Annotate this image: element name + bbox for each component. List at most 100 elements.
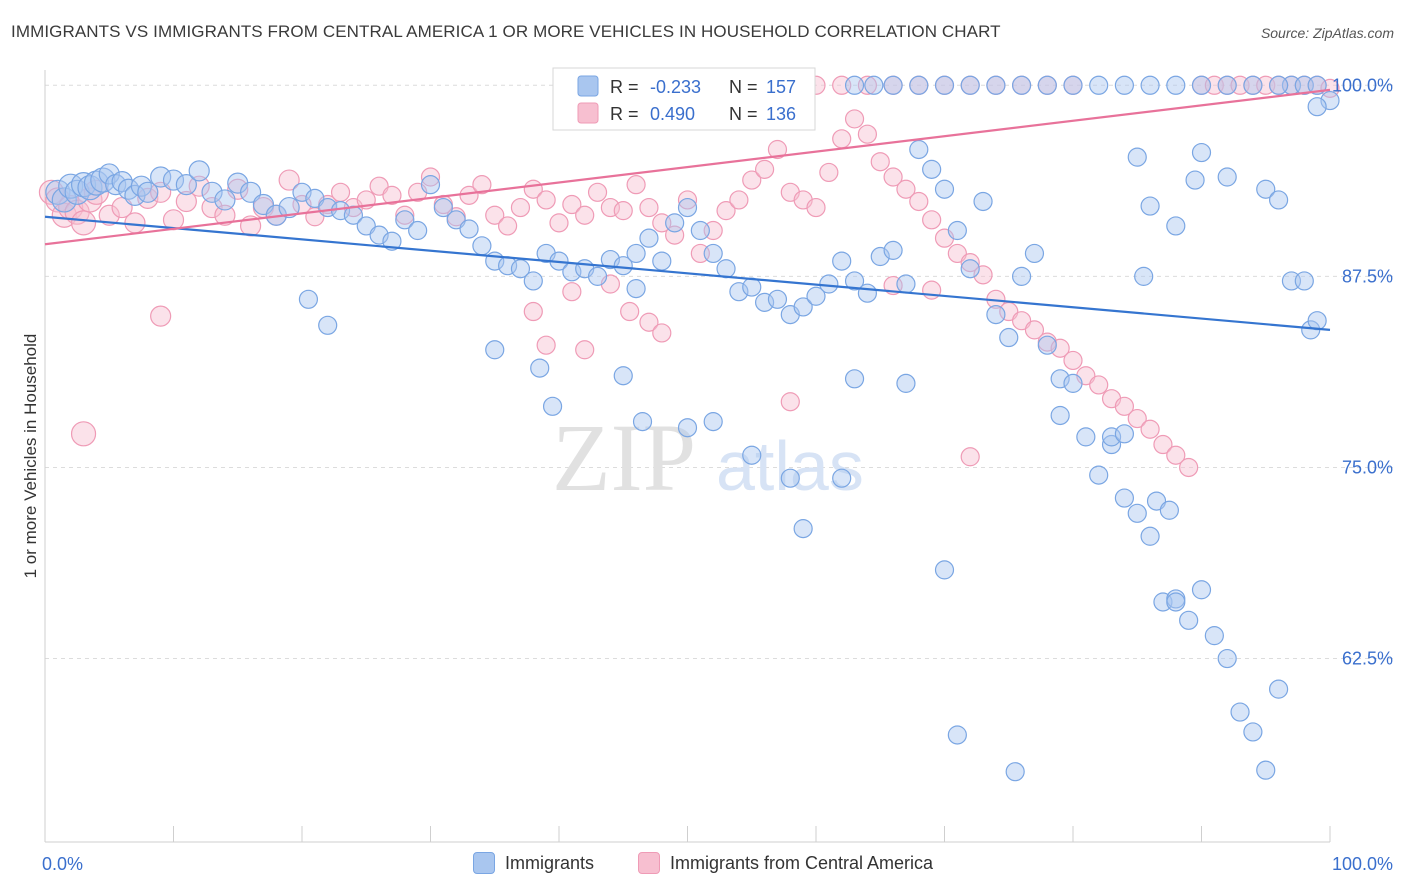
point-central-america-109 — [575, 340, 595, 360]
point-immigrants-60 — [729, 282, 749, 302]
point-central-america-107 — [536, 335, 556, 355]
point-immigrants-120 — [832, 468, 852, 488]
point-central-america-10 — [124, 212, 146, 234]
legend-n-label-2: N = — [729, 104, 758, 124]
point-immigrants-131 — [1166, 216, 1186, 236]
point-immigrants-129 — [1127, 147, 1147, 167]
point-immigrants-148 — [909, 75, 929, 95]
point-central-america-106 — [523, 301, 543, 322]
point-immigrants-159 — [1191, 75, 1212, 95]
point-immigrants-140 — [1307, 311, 1327, 331]
point-central-america-39 — [498, 216, 518, 236]
point-immigrants-16 — [162, 169, 185, 191]
point-immigrants-162 — [1268, 75, 1289, 95]
point-immigrants-39 — [459, 219, 479, 239]
point-immigrants-91 — [1127, 503, 1147, 523]
legend-n-value-2: 136 — [766, 104, 796, 124]
point-immigrants-37 — [433, 197, 453, 218]
point-immigrants-65 — [793, 297, 813, 317]
point-immigrants-118 — [780, 468, 800, 488]
point-central-america-16 — [201, 196, 223, 219]
point-immigrants-150 — [960, 75, 980, 95]
y-tick-labels: 100.0% 87.5% 75.0% 62.5% — [1332, 75, 1393, 668]
point-immigrants-102 — [1268, 679, 1289, 699]
point-immigrants-153 — [1037, 75, 1057, 95]
point-central-america-104 — [70, 421, 97, 447]
point-central-america-46 — [587, 182, 608, 202]
point-immigrants-149 — [934, 75, 955, 95]
point-central-america-71 — [909, 191, 929, 212]
point-immigrants-15 — [150, 166, 172, 188]
point-immigrants-75 — [922, 159, 942, 179]
point-immigrants-144 — [1166, 592, 1186, 612]
point-central-america-112 — [639, 312, 659, 332]
point-central-america-80 — [1024, 320, 1045, 340]
point-immigrants-98 — [1217, 648, 1237, 669]
point-immigrants-135 — [1256, 179, 1276, 199]
point-immigrants-123 — [934, 560, 955, 580]
point-immigrants-72 — [883, 240, 903, 260]
point-immigrants-124 — [947, 725, 967, 745]
y-tick-label-3: 62.5% — [1342, 649, 1393, 669]
point-immigrants-109 — [485, 340, 505, 360]
point-central-america-75 — [960, 253, 980, 273]
point-central-america-90 — [1153, 434, 1173, 455]
point-central-america-72 — [922, 210, 942, 230]
trend-line-immigrants — [44, 215, 1331, 331]
legend-item-central-america[interactable]: Immigrants from Central America — [638, 852, 933, 874]
point-central-america-67 — [857, 124, 878, 144]
x-tick-label-max: 100.0% — [1332, 854, 1393, 874]
point-immigrants-134 — [1217, 167, 1237, 187]
point-central-america-38 — [485, 205, 505, 225]
point-immigrants-116 — [703, 412, 723, 432]
point-immigrants-110 — [530, 358, 550, 378]
point-immigrants-67 — [819, 274, 839, 294]
point-central-america-63 — [806, 197, 826, 218]
point-immigrants-145 — [844, 75, 865, 95]
point-immigrants-44 — [523, 271, 543, 291]
point-immigrants-117 — [742, 445, 762, 465]
point-central-america-66 — [844, 109, 865, 129]
point-immigrants-130 — [1140, 196, 1160, 216]
point-immigrants-74 — [909, 139, 929, 160]
point-central-america-31 — [395, 205, 415, 225]
point-central-america-85 — [1089, 375, 1109, 395]
point-immigrants-52 — [626, 243, 646, 264]
point-immigrants-69 — [844, 271, 865, 291]
legend-item-immigrants[interactable]: Immigrants — [473, 852, 594, 874]
point-immigrants-128 — [1114, 424, 1135, 444]
point-central-america-8 — [98, 204, 120, 226]
point-immigrants-115 — [677, 418, 698, 438]
point-central-america-92 — [1179, 457, 1199, 478]
axis-layer — [44, 70, 1331, 843]
point-immigrants-79 — [973, 191, 993, 212]
point-immigrants-158 — [1166, 75, 1186, 95]
point-immigrants-35 — [408, 220, 428, 241]
point-immigrants-76 — [934, 179, 955, 199]
point-immigrants-154 — [1063, 75, 1083, 95]
point-immigrants-49 — [587, 266, 608, 286]
point-immigrants-22 — [240, 181, 262, 203]
point-immigrants-8 — [98, 163, 120, 185]
point-immigrants-59 — [716, 259, 736, 279]
point-immigrants-4 — [70, 172, 97, 198]
point-immigrants-90 — [1114, 488, 1135, 508]
point-immigrants-143 — [1159, 500, 1179, 520]
point-immigrants-157 — [1140, 75, 1160, 95]
legend-swatch-immigrants — [577, 75, 599, 97]
point-immigrants-86 — [1063, 373, 1083, 393]
point-immigrants-40 — [472, 236, 492, 256]
point-immigrants-88 — [1089, 465, 1109, 485]
point-immigrants-54 — [652, 251, 672, 271]
point-immigrants-85 — [1050, 369, 1070, 389]
legend-swatch-central-america — [577, 102, 599, 124]
point-central-america-45 — [575, 205, 595, 225]
point-immigrants-95 — [1179, 610, 1199, 630]
point-central-america-5 — [70, 210, 97, 236]
point-immigrants-14 — [137, 181, 159, 203]
point-central-america-14 — [175, 190, 197, 213]
point-central-america-105 — [150, 305, 172, 327]
point-immigrants-152 — [1011, 75, 1032, 95]
point-central-america-108 — [562, 282, 582, 302]
point-central-america-22 — [278, 169, 300, 191]
